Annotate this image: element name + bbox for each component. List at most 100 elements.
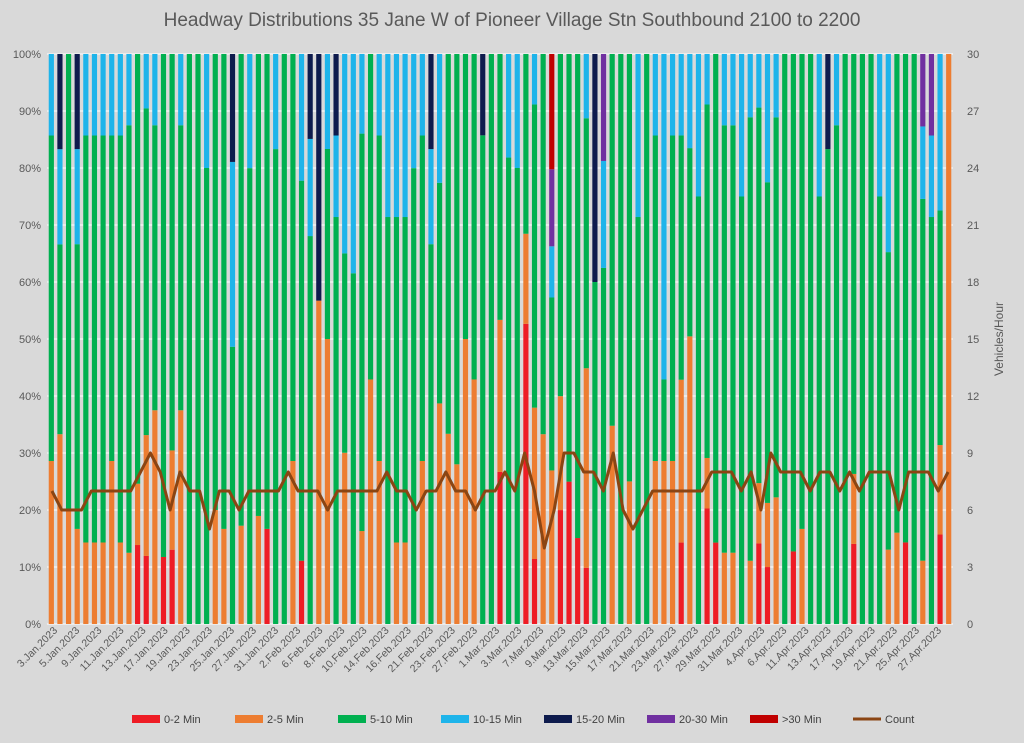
bar-segment [575,54,581,539]
legend: 0-2 Min 2-5 Min 5-10 Min 10-15 Min 15-20 Min… [132,714,914,726]
bar-segment [109,460,115,624]
bar-segment [687,54,693,149]
bar-segment [48,135,54,461]
bar-segment [143,555,149,624]
bar-segment [324,149,331,339]
bar-segment [204,54,210,168]
bar-segment [626,54,633,482]
y-right-tick-label: 24 [967,163,979,175]
bar-segment [790,54,796,552]
legend-swatch [235,715,263,723]
right-axis-title: Vehicles/Hour [992,302,1006,376]
bar-segment [644,54,650,624]
bar-segment [600,267,607,624]
bar-segment [350,273,356,624]
bar-segment [316,54,322,301]
bar-segment [221,54,227,529]
bar-segment [402,54,408,218]
stacked-bars [48,54,952,625]
legend-label: 10-15 Min [473,714,522,726]
bar-segment [385,217,391,624]
bar-segment [229,346,236,624]
bar-segment [618,54,624,624]
bar-segment [825,54,831,150]
bar-segment [946,54,952,624]
bar-segment [238,54,244,526]
y-right-tick-label: 27 [967,106,979,118]
bar-segment [531,559,538,624]
bar-segment [359,133,365,532]
bar-segment [100,54,106,136]
bar-segment [359,54,365,134]
bar-segment [57,434,63,624]
bar-segment [583,118,589,369]
bar-segment [445,54,451,434]
y-left-tick-label: 90% [19,106,41,118]
bar-segment [480,54,486,136]
bar-segment [178,125,184,411]
bar-segment [756,54,762,108]
bar-segment [247,54,253,169]
legend-swatch [544,715,572,723]
bar-segment [851,473,857,544]
bar-segment [143,108,149,436]
bar-segment [160,556,167,624]
bar-segment [65,54,72,510]
legend-label: 20-30 Min [679,714,728,726]
legend-label: 15-20 Min [576,714,625,726]
bar-segment [135,54,141,484]
bar-segment [704,104,710,458]
bar-segment [721,552,727,624]
count-series-line [50,451,950,550]
legend-swatch [647,715,675,723]
bar-segment [290,54,296,461]
y-right-tick-label: 0 [967,619,973,631]
bar-segment [911,54,917,624]
bar-segment [462,339,469,624]
bar-segment [186,54,192,624]
bar-segment [661,379,667,461]
bar-segment [540,54,546,435]
bar-segment [91,54,98,136]
y-left-tick-label: 30% [19,448,41,460]
bar-segment [506,157,512,625]
bar-segment [307,54,313,139]
bar-segment [48,460,54,624]
bar-segment [600,54,607,161]
y-left-tick-label: 60% [19,277,41,289]
bar-segment [109,54,115,136]
y-left-tick-label: 70% [19,220,41,232]
bar-segment [669,54,676,136]
bar-segment [652,54,658,136]
bar-segment [514,168,520,624]
bar-segment [298,180,305,561]
bar-segment [592,54,598,282]
bar-segment [307,138,313,237]
bar-segment [342,452,348,624]
bar-segment [868,54,874,624]
bar-segment [126,552,132,624]
bar-segment [833,54,840,126]
bar-segment [799,528,805,624]
bar-segment [428,149,434,245]
bar-segment [782,54,788,624]
bar-segment [169,54,175,451]
bar-segment [833,125,840,624]
bar-segment [74,528,80,624]
bar-segment [652,460,658,624]
bar-segment [747,54,753,118]
bar-segment [851,54,857,474]
bar-segment [713,54,719,543]
bar-segment [126,125,132,553]
bar-segment [635,217,641,624]
y-left-tick-label: 50% [19,334,41,346]
legend-label: 2-5 Min [267,714,304,726]
bar-segment [523,233,529,324]
bar-segment [920,126,926,199]
bar-segment [229,161,236,347]
legend-swatch [441,715,469,723]
bar-segment [497,471,503,624]
bar-segment [756,543,762,624]
bar-segment [411,168,417,624]
bar-segment [264,54,270,529]
